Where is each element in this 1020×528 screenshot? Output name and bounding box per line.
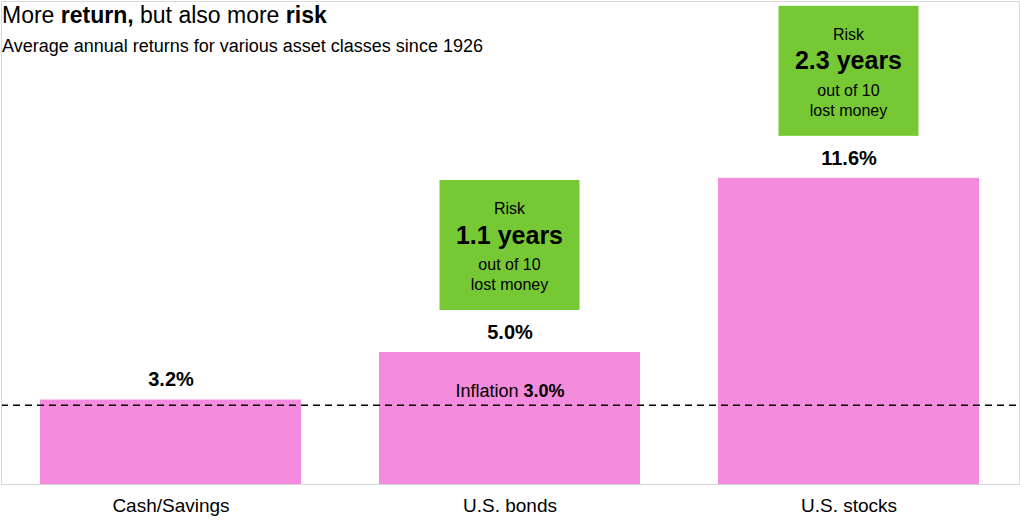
- svg-text:lost money: lost money: [810, 102, 887, 119]
- svg-text:3.2%: 3.2%: [148, 368, 194, 390]
- html-text:Average annual returns for var: Average annual returns for various asset…: [2, 36, 483, 56]
- svg-text:Cash/Savings: Cash/Savings: [112, 495, 229, 516]
- svg-text:out of 10: out of 10: [817, 82, 879, 99]
- svg-text:lost money: lost money: [471, 276, 548, 293]
- svg-text:Inflation 3.0%: Inflation 3.0%: [455, 381, 564, 401]
- svg-text:5.0%: 5.0%: [487, 321, 533, 343]
- svg-text:Risk: Risk: [494, 200, 526, 217]
- svg-text:2.3 years: 2.3 years: [795, 46, 902, 74]
- svg-text:1.1 years: 1.1 years: [456, 221, 563, 249]
- svg-text:Risk: Risk: [833, 26, 865, 43]
- svg-text:out of 10: out of 10: [478, 256, 540, 273]
- svg-text:11.6%: 11.6%: [821, 147, 877, 169]
- svg-text:U.S. stocks: U.S. stocks: [801, 495, 897, 516]
- svg-text:U.S. bonds: U.S. bonds: [463, 495, 557, 516]
- html-text:More return, but also more ris: More return, but also more risk: [2, 2, 327, 28]
